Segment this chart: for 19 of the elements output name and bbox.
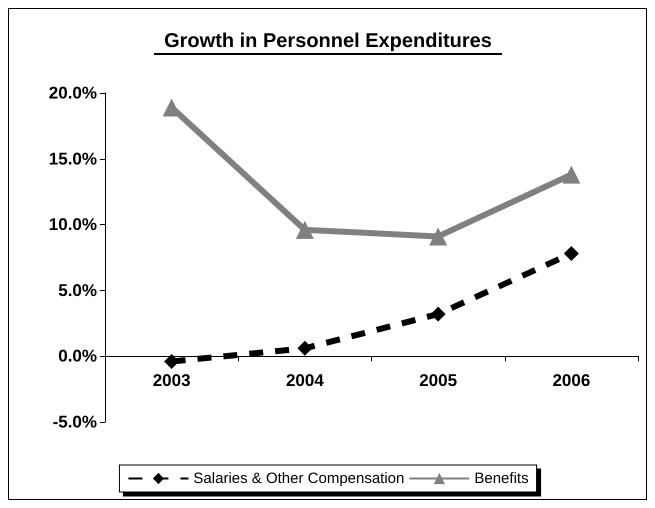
x-tick-label: 2005	[419, 371, 458, 390]
legend-label: Salaries & Other Compensation	[193, 470, 404, 487]
x-tick-label: 2003	[152, 371, 191, 390]
legend-label: Benefits	[474, 470, 529, 487]
point	[562, 166, 580, 184]
point	[430, 306, 446, 322]
x-tick-label: 2004	[286, 371, 324, 390]
y-tick-label: 5.0%	[58, 280, 97, 300]
y-tick-label: 0.0%	[58, 346, 97, 366]
y-tick-label: 10.0%	[48, 215, 97, 234]
chart-title: Growth in Personnel Expenditures	[164, 30, 492, 52]
point	[564, 246, 579, 262]
y-tick-label: 15.0%	[48, 149, 97, 168]
point	[429, 227, 448, 246]
point	[297, 340, 312, 356]
x-tick-label: 2006	[552, 371, 590, 390]
y-tick-label: 20.0%	[48, 84, 97, 102]
point	[296, 220, 314, 239]
y-tick-label: -5.0%	[52, 412, 97, 432]
